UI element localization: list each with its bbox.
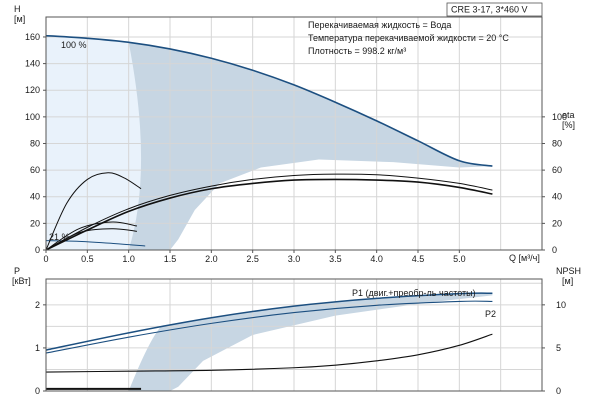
bottom-axis-ticks: 0 1 2 0 5 10: [35, 300, 566, 396]
left-tick-label: 0: [35, 386, 40, 396]
bottom-plot-frame: [45, 278, 543, 392]
curve-P2: [45, 300, 493, 354]
label-p2: P2: [485, 309, 496, 319]
top-grid: [46, 17, 542, 251]
left-tick-label: 140: [25, 59, 40, 69]
left-tick-label: 20: [30, 218, 40, 228]
x-tick-label: 0.5: [81, 254, 94, 264]
x-tick-label: 5.0: [453, 254, 466, 264]
top-left-axis-unit: [м]: [14, 14, 25, 24]
bottom-operating-region: [128, 293, 493, 391]
curve-eta-small-low: [45, 228, 137, 251]
right-tick-label: 0: [556, 386, 561, 396]
left-tick-label: 80: [30, 138, 40, 148]
curve-NPSH: [45, 333, 493, 373]
bottom-right-axis-unit: [м]: [562, 276, 573, 286]
left-tick-label: 40: [30, 192, 40, 202]
right-tick-label: 20: [552, 218, 562, 228]
curve-eta-upper: [45, 173, 493, 251]
right-tick-label: 80: [552, 138, 562, 148]
curve-P1: [45, 292, 493, 351]
top-right-axis-unit: [%]: [562, 120, 575, 130]
left-tick-label: 2: [35, 300, 40, 310]
curve-eta-lower: [45, 178, 493, 251]
curve-eta-small-high: [45, 172, 142, 251]
operating-region: [128, 42, 493, 250]
left-tick-label: 160: [25, 32, 40, 42]
x-tick-label: 3.5: [329, 254, 342, 264]
left-tick-label: 100: [25, 112, 40, 122]
label-p1: P1 (двиг.+преобр-ль частоты): [352, 288, 476, 298]
left-tick-label: 120: [25, 85, 40, 95]
x-tick-label: 4.0: [370, 254, 383, 264]
right-tick-label: 100: [552, 112, 567, 122]
x-tick-label: 2.0: [205, 254, 218, 264]
annotation-100-percent: 100 %: [61, 40, 87, 50]
bottom-left-axis-title: P: [14, 266, 20, 276]
x-tick-label: 2.5: [246, 254, 259, 264]
annotation-21-percent: 21 %: [49, 232, 70, 242]
top-left-axis-title: H: [14, 4, 21, 14]
right-tick-label: 60: [552, 165, 562, 175]
left-tick-label: 1: [35, 343, 40, 353]
top-axis-ticks: 0 20 40 60 80 100 120 140 160 0 20 40 60 80 100 0 0.5 1.0…: [25, 32, 567, 264]
top-right-axis-title: eta: [562, 110, 575, 120]
bottom-operating-region-shape: [128, 293, 493, 391]
model-label-box: [446, 2, 543, 17]
bottom-grid: [46, 279, 542, 391]
model-label: CRE 3-17, 3*460 V: [451, 5, 528, 15]
bottom-left-axis-unit: [кВт]: [12, 276, 31, 286]
x-tick-label: 3.0: [288, 254, 301, 264]
x-tick-label: 1.5: [164, 254, 177, 264]
x-tick-label: 0: [43, 254, 48, 264]
right-tick-label: 5: [556, 343, 561, 353]
x-tick-label: 1.0: [122, 254, 135, 264]
info-line-temperature: Температура перекачиваемой жидкости = 20…: [308, 33, 509, 43]
info-line-density: Плотность = 998.2 кг/м³: [308, 46, 406, 56]
right-tick-label: 40: [552, 192, 562, 202]
left-tick-label: 0: [35, 245, 40, 255]
left-tick-label: 60: [30, 165, 40, 175]
right-tick-label: 10: [556, 300, 566, 310]
x-axis-title: Q [м³/ч]: [509, 253, 540, 263]
curve-head-21: [45, 240, 146, 247]
bottom-curves: [45, 292, 493, 390]
bottom-right-axis-title: NPSH: [556, 266, 581, 276]
info-line-liquid: Перекачиваемая жидкость = Вода: [308, 20, 451, 30]
curve-head-100: [45, 34, 493, 167]
curve-eta-small-mid: [45, 221, 138, 251]
top-curves: [45, 34, 493, 251]
x-tick-label: 4.5: [412, 254, 425, 264]
right-tick-label: 0: [552, 245, 557, 255]
